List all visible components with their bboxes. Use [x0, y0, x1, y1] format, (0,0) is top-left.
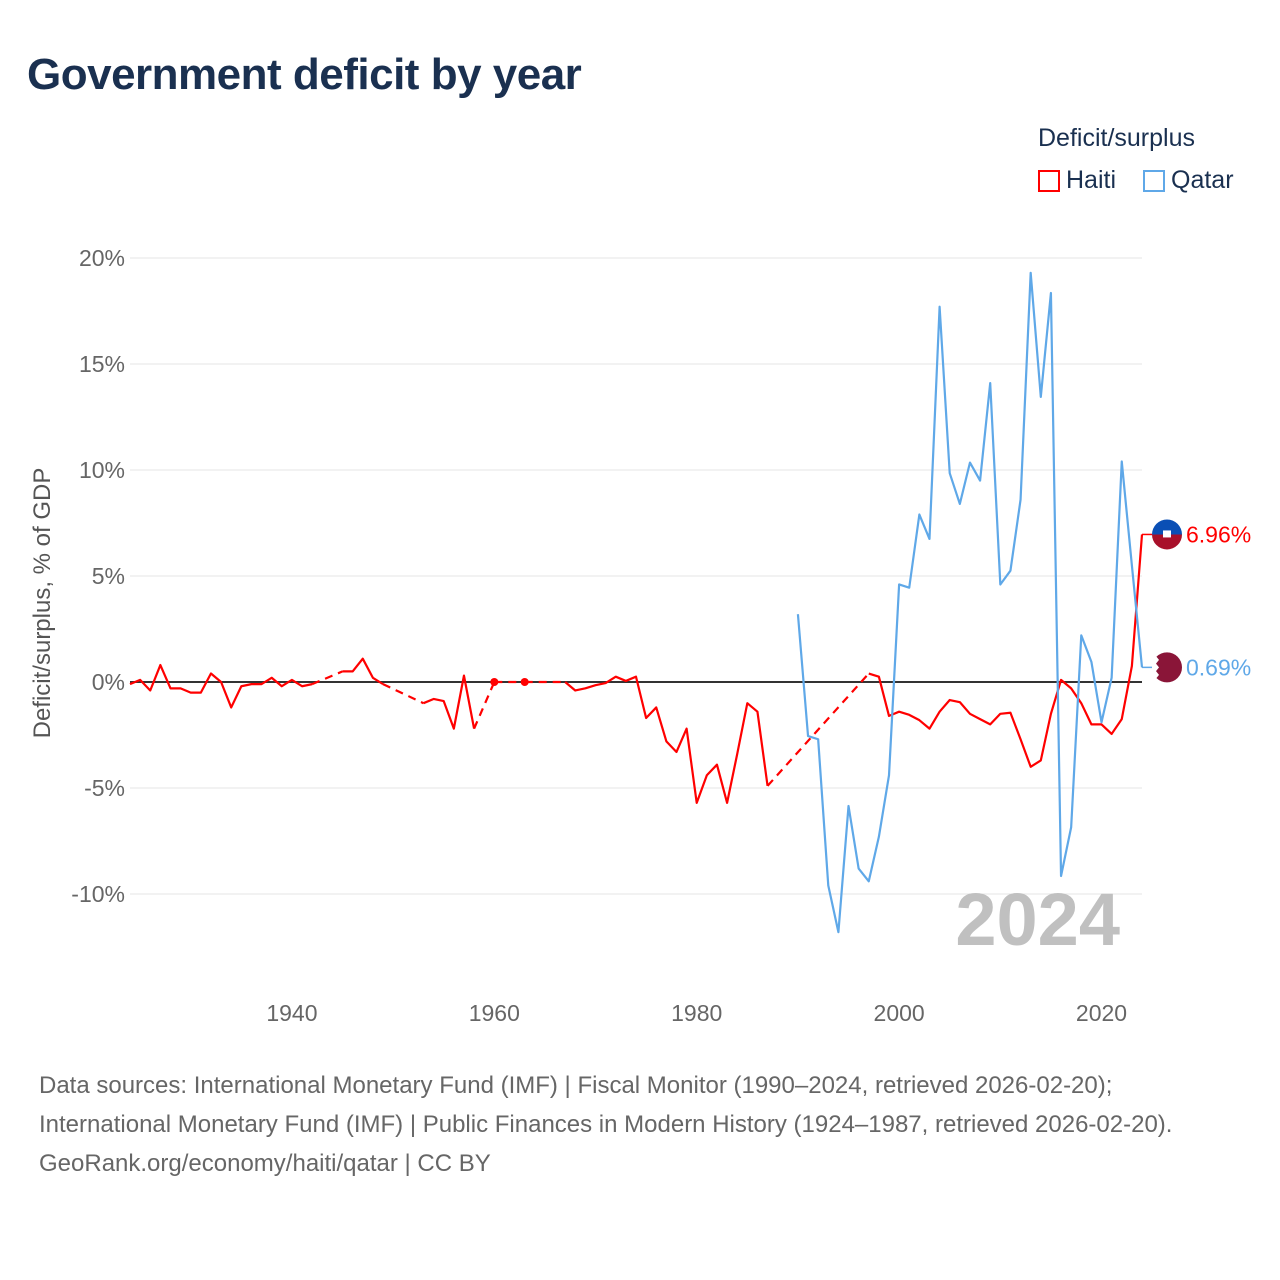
source-link[interactable]: GeoRank.org/economy/haiti/qatar | CC BY — [39, 1150, 491, 1177]
qatar-flag-serration — [1152, 652, 1159, 683]
series-line-haiti — [564, 675, 769, 804]
legend-label-qatar: Qatar — [1171, 166, 1234, 194]
series-line-haiti — [423, 674, 476, 730]
data-sources: Data sources: International Monetary Fun… — [39, 1072, 1173, 1138]
end-value-label-qatar: 0.69% — [1186, 654, 1251, 680]
series-gap-haiti — [311, 670, 343, 686]
x-tick-label: 2020 — [1076, 1000, 1127, 1026]
x-tick-label: 2000 — [874, 1000, 925, 1026]
x-tick-label: 1940 — [266, 1000, 317, 1026]
legend-item-haiti[interactable]: Haiti — [1038, 166, 1116, 195]
qatar-flag-icon — [1152, 652, 1182, 683]
series-line-qatar — [796, 271, 1144, 934]
y-tick-label: -5% — [84, 775, 125, 801]
series-gap-haiti — [473, 681, 496, 730]
y-axis-label: Deficit/surplus, % of GDP — [29, 468, 56, 739]
end-value-label-haiti: 6.96% — [1186, 521, 1251, 547]
footer: Data sources: International Monetary Fun… — [39, 1066, 1239, 1183]
series-line-haiti — [342, 657, 384, 686]
x-tick-label: 1960 — [469, 1000, 520, 1026]
y-tick-label: 20% — [79, 245, 125, 271]
series-gap-haiti — [766, 672, 870, 787]
chart-title: Government deficit by year — [27, 50, 582, 99]
year-watermark: 2024 — [955, 878, 1120, 961]
series-gap-haiti — [382, 683, 424, 705]
series-line-haiti — [868, 534, 1144, 768]
legend-title: Deficit/surplus — [1038, 124, 1195, 152]
series-line-haiti — [129, 663, 313, 709]
legend-item-qatar[interactable]: Qatar — [1143, 166, 1234, 195]
haiti-flag-icon — [1152, 519, 1182, 535]
haiti-flag-emblem — [1163, 530, 1171, 538]
y-tick-label: 10% — [79, 457, 125, 483]
y-tick-label: -10% — [71, 881, 125, 907]
legend-swatch-haiti — [1038, 169, 1060, 192]
y-tick-label: 15% — [79, 351, 125, 377]
y-tick-label: 0% — [92, 669, 125, 695]
x-tick-label: 1980 — [671, 1000, 722, 1026]
haiti-flag-icon — [1152, 534, 1182, 550]
legend-swatch-qatar — [1143, 169, 1165, 192]
y-tick-label: 5% — [92, 563, 125, 589]
legend-label-haiti: Haiti — [1066, 166, 1117, 194]
